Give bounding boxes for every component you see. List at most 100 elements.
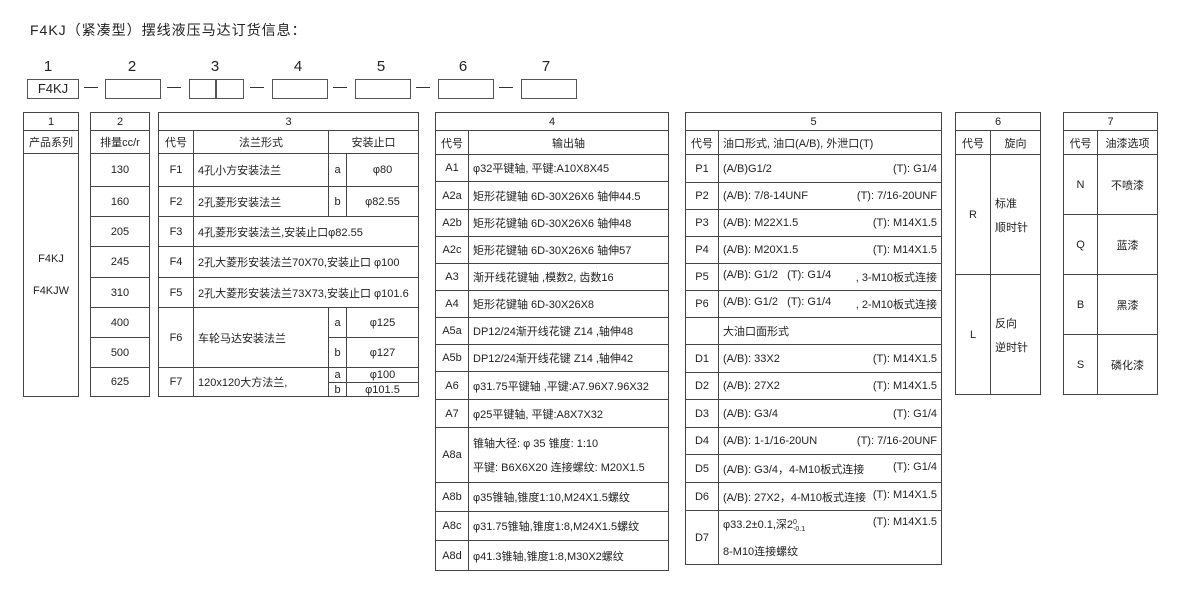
table-row: F5 2孔大菱形安装法兰73X73,安装止口 φ101.6 (158, 277, 419, 308)
column-header: 代号 (955, 130, 991, 155)
option: a (328, 307, 347, 338)
table-row: P2 (A/B): 7/8-14UNF (T): 7/16-20UNF (685, 182, 942, 210)
t-port: (T): M14X1.5 (872, 352, 937, 365)
code: D6 (685, 482, 719, 511)
description: 矩形花键轴 6D-30X26X6 轴伸48 (468, 209, 669, 237)
ab-port: (A/B): 1-1/16-20UN (723, 435, 818, 447)
ab-port: (A/B)G1/2 (723, 162, 772, 175)
code-position-3: 3 (210, 58, 220, 75)
table-row: D7 φ33.2±0.1,深2 0 -0.1 (T): M14X1.5 8-M10连接螺纹 (685, 510, 942, 565)
page-title: F4KJ（紧凑型）摆线液压马达订货信息： (30, 22, 307, 38)
table-row: N 不喷漆 (1063, 154, 1158, 215)
code: P4 (685, 236, 719, 264)
code-position-4: 4 (293, 58, 303, 75)
table-row: A4 矩形花键轴 6D-30X26X8 (435, 290, 669, 318)
description: 矩形花键轴 6D-30X26X6 轴伸44.5 (468, 181, 669, 210)
code-position-5: 5 (376, 58, 386, 75)
series-cell: F4KJ F4KJW (23, 153, 79, 397)
code: F1 (158, 153, 194, 187)
t-port: (T): M14X1.5 (872, 488, 937, 501)
description: 2孔大菱形安装法兰70X70,安装止口 φ100 (193, 246, 419, 278)
code-box-7[interactable] (521, 79, 577, 99)
t-port: (T): M14X1.5 (872, 217, 937, 229)
option: b (328, 186, 347, 217)
table-number: 7 (1063, 112, 1158, 131)
t-port: (T): G1/4 (892, 162, 937, 175)
t-port: (T): M14X1.5 (872, 516, 937, 529)
table-row: D3 (A/B): G3/4 (T): G1/4 (685, 399, 942, 428)
t-port: (T): G1/4 (892, 460, 937, 473)
code-box-4[interactable] (272, 79, 328, 99)
code: D2 (685, 372, 719, 400)
thread-note: 8-M10连接螺纹 (723, 545, 799, 558)
code: D3 (685, 399, 719, 428)
code-box-2[interactable] (105, 79, 161, 99)
table-row: A2a 矩形花键轴 6D-30X26X6 轴伸44.5 (435, 181, 669, 210)
table-series: 1 产品系列 F4KJ F4KJW (23, 112, 79, 397)
table-number: 2 (90, 112, 150, 131)
column-header: 代号 (685, 130, 719, 155)
code: P6 (685, 290, 719, 318)
code-box-6[interactable] (438, 79, 494, 99)
table-row: F3 4孔菱形安装法兰,安装止口φ82.55 (158, 216, 419, 247)
code-box-5[interactable] (355, 79, 411, 99)
table-row: P4 (A/B): M20X1.5 (T): M14X1.5 (685, 236, 942, 264)
table-row: P3 (A/B): M22X1.5 (T): M14X1.5 (685, 209, 942, 237)
table-row: R 标准 顺时针 (955, 154, 1041, 275)
table-row: D1 (A/B): 33X2 (T): M14X1.5 (685, 344, 942, 373)
code: F6 (158, 307, 194, 368)
pilot-value: φ125 (346, 307, 419, 338)
series-value: F4KJ (38, 253, 64, 265)
column-header: 代号 (1063, 130, 1098, 155)
table-row: D2 (A/B): 27X2 (T): M14X1.5 (685, 372, 942, 400)
ab-port: (A/B): G1/2 (T): G1/4 (723, 269, 832, 281)
code: A7 (435, 399, 469, 428)
table-row: P1 (A/B)G1/2 (T): G1/4 (685, 154, 942, 183)
dash (84, 87, 98, 88)
code: A2b (435, 209, 469, 237)
t-port: (T): G1/4 (892, 407, 937, 420)
pilot-value: φ127 (346, 337, 419, 368)
code: S (1063, 334, 1098, 395)
column-header: 排量cc/r (90, 130, 150, 154)
description: 渐开线花键轴 ,模数2, 齿数16 (468, 263, 669, 291)
code-box-3a[interactable] (189, 79, 217, 99)
t-port: , 3-M10板式连接 (855, 272, 937, 284)
dash (167, 87, 181, 88)
displacement-value: 205 (90, 216, 150, 247)
table-row: A8a 锥轴大径: φ 35 锥度: 1:10 平键: B6X6X20 连接螺纹: … (435, 427, 669, 483)
column-header: 旋向 (990, 130, 1041, 155)
code: F7 (158, 367, 194, 397)
description-line: 平键: B6X6X20 连接螺纹: M20X1.5 (473, 462, 645, 474)
code: P5 (685, 263, 719, 291)
column-header: 安装止口 (328, 130, 419, 154)
description: φ31.75锥轴,锥度1:8,M24X1.5螺纹 (468, 511, 669, 541)
table-row: A5a DP12/24渐开线花键 Z14 ,轴伸48 (435, 317, 669, 345)
table-row: S 磷化漆 (1063, 334, 1158, 395)
table-number: 3 (158, 112, 419, 131)
ab-port-text: φ33.2±0.1,深2 (723, 519, 794, 532)
dash (250, 87, 264, 88)
dash (416, 87, 430, 88)
code-position-7: 7 (541, 58, 551, 75)
column-header: 代号 (435, 130, 469, 155)
column-header: 法兰形式 (193, 130, 329, 154)
code: L (955, 274, 991, 395)
table-row: P6 (A/B): G1/2 (T): G1/4 , 2-M10板式连接 (685, 290, 942, 318)
paint-option: 黑漆 (1097, 274, 1158, 335)
code: D1 (685, 344, 719, 373)
table-row: D4 (A/B): 1-1/16-20UN (T): 7/16-20UNF (685, 427, 942, 455)
code-box-3b[interactable] (215, 79, 244, 99)
description: DP12/24渐开线花键 Z14 ,轴伸48 (468, 317, 669, 345)
paint-option: 磷化漆 (1097, 334, 1158, 395)
displacement-value: 245 (90, 246, 150, 278)
paint-option: 不喷漆 (1097, 154, 1158, 215)
code: A8d (435, 540, 469, 571)
code: Q (1063, 214, 1098, 275)
code: F4 (158, 246, 194, 278)
pilot-value: φ101.5 (346, 382, 419, 397)
code: P2 (685, 182, 719, 210)
code: B (1063, 274, 1098, 335)
description: 4孔菱形安装法兰,安装止口φ82.55 (193, 216, 419, 247)
table-row: F6 车轮马达安装法兰 a φ125 (158, 307, 419, 368)
